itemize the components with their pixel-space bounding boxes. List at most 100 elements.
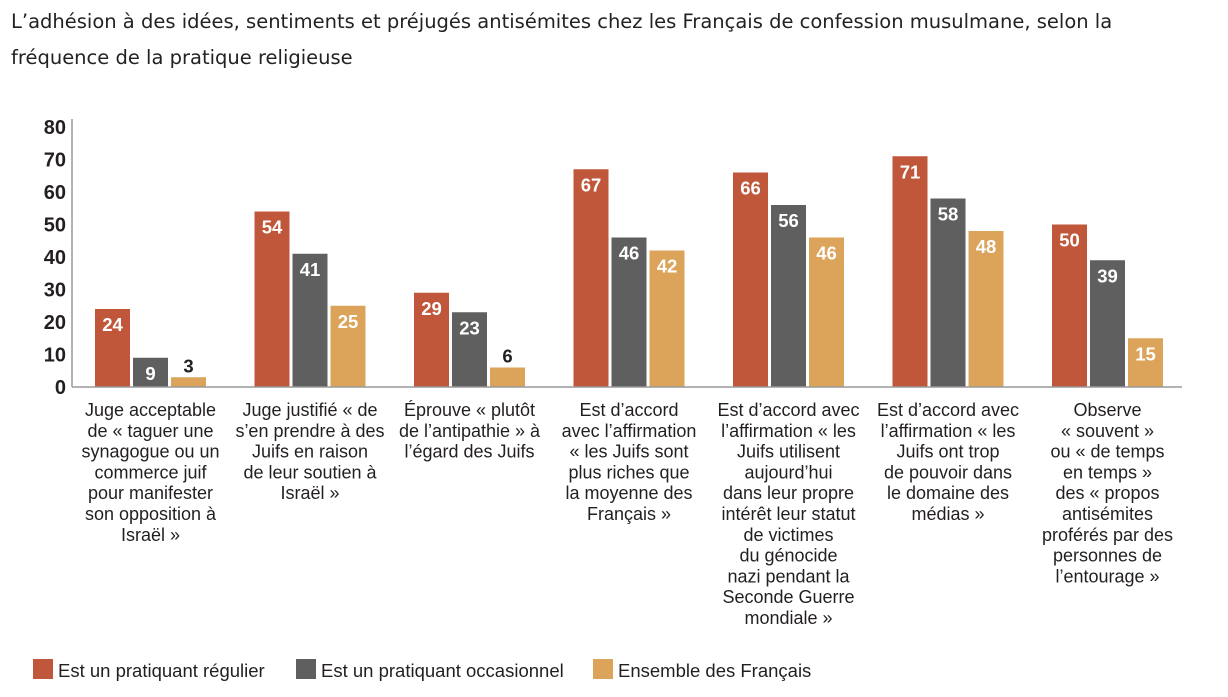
bar [573,169,609,387]
bar-value-label: 56 [778,210,799,231]
bar-group: 67 46 42 [573,169,685,387]
category-label-line: l’entourage » [1055,566,1159,586]
bar-value-label: 39 [1097,265,1118,286]
bar-value-label: 48 [976,236,997,257]
category-label-line: la moyenne des [565,483,692,503]
category-label-line: pour manifester [88,483,213,503]
category-label-line: de pouvoir dans [884,462,1012,482]
category-label-line: plus riches que [568,462,689,482]
bar-value-label: 46 [816,243,837,264]
category-label-line: le domaine des [887,483,1009,503]
y-tick-label: 80 [44,117,66,139]
bar-value-label: 15 [1135,343,1156,364]
category-label-line: antisémites [1062,504,1153,524]
category-label-line: l’égard des Juifs [404,442,534,462]
category-label-line: son opposition à [85,504,217,524]
y-tick-label: 0 [55,377,66,399]
category-label-line: ou « de temps [1050,442,1164,462]
bar [611,237,647,387]
category-label-line: dans leur propre [723,483,854,503]
category-label-line: de victimes [743,525,833,545]
bar [133,357,168,387]
category-label-line: de l’antipathie » à [399,421,541,441]
bar [733,172,768,387]
category-label-line: Est d’accord avec [717,400,859,420]
bar-group: 66 56 46 [733,172,844,387]
category-label-line: « souvent » [1061,421,1154,441]
category-label-line: l’affirmation « les [721,421,856,441]
category-label-line: « les Juifs sont [569,442,688,462]
category-label: Juge justifié « de s’en prendre à des Juif… [235,400,384,503]
y-axis: 0 10 20 30 40 50 60 70 80 [44,117,73,399]
bar-value-label: 23 [459,317,480,338]
bar [892,156,928,387]
bar [414,292,449,387]
bar-value-label: 9 [145,363,155,384]
category-label-line: Éprouve « plutôt [404,400,535,420]
category-label-line: du génocide [739,546,837,566]
category-label-line: Israël » [280,483,339,503]
category-label: Est d’accord avec l’affirmation « les Juif… [562,400,697,524]
bar [490,367,525,387]
bar-value-label: 58 [938,204,959,225]
bar [292,253,328,387]
bar [330,305,366,387]
category-label-line: des « propos [1055,483,1159,503]
legend-item: Est un pratiquant occasionnel [296,659,564,681]
bar [1052,224,1087,387]
bar [1128,338,1163,387]
category-label-line: médias » [911,504,984,524]
bar-value-label: 42 [657,256,678,277]
y-tick-label: 30 [44,280,66,302]
legend-item: Est un pratiquant régulier [33,659,265,681]
category-label: Éprouve « plutôt de l’antipathie » à l’éga… [399,400,541,462]
bar-value-label: 67 [581,174,602,195]
category-label-line: Seconde Guerre [722,587,854,607]
y-tick-label: 40 [44,247,66,269]
bar-value-label: 25 [338,311,359,332]
category-label-line: l’affirmation « les [881,421,1016,441]
category-label: Est d’accord avec l’affirmation « les Juif… [877,400,1019,524]
bar-value-label: 41 [300,259,321,280]
legend-label: Ensemble des Français [618,660,811,681]
category-label-line: Juge acceptable [85,400,216,420]
category-label-line: proférés par des [1042,525,1173,545]
bar [1090,260,1125,387]
bar-group: 29 23 6 [414,292,525,387]
bar-group: 50 39 15 [1052,224,1163,387]
bar-value-label: 46 [619,243,640,264]
page-title: L’adhésion à des idées, sentiments et pr… [11,10,1113,69]
category-label-line: Juifs utilisent [737,442,840,462]
category-label-line: aujourd’hui [744,462,832,482]
bar-group: 54 41 25 [254,211,366,387]
bar [809,237,844,387]
category-label-line: nazi pendant la [727,566,850,586]
category-label-line: Est d’accord [579,400,678,420]
category-label-line: Juifs ont trop [896,442,999,462]
legend-label: Est un pratiquant régulier [58,660,265,681]
category-label-line: avec l’affirmation [562,421,697,441]
bar-value-label: 6 [502,346,512,367]
category-label-line: s’en prendre à des [235,421,384,441]
bars: 24 9 3 54 41 25 29 23 6 67 46 42 66 56 46 71 58 48 50 39 15 [95,156,1163,387]
bar [452,312,487,387]
legend-swatch [296,659,316,679]
bar [930,198,966,387]
bar [95,309,130,387]
bar [171,377,206,387]
category-label-line: personnes de [1053,546,1162,566]
category-label-line: mondiale » [744,608,832,628]
bar-value-label: 24 [102,314,123,335]
y-tick-label: 20 [44,312,66,334]
bar-value-label: 50 [1059,230,1080,251]
y-tick-label: 60 [44,182,66,204]
bar [649,250,685,387]
category-label: Est d’accord avec l’affirmation « les Juif… [717,400,859,628]
category-label-line: synagogue ou un [81,442,219,462]
category-label-line: intérêt leur statut [721,504,855,524]
category-label-line: Juifs en raison [252,442,368,462]
x-axis: Juge acceptable de « taguer une synagogue … [72,386,1182,628]
category-label-line: Israël » [121,525,180,545]
legend: Est un pratiquant régulier Est un pratiqu… [33,659,811,681]
